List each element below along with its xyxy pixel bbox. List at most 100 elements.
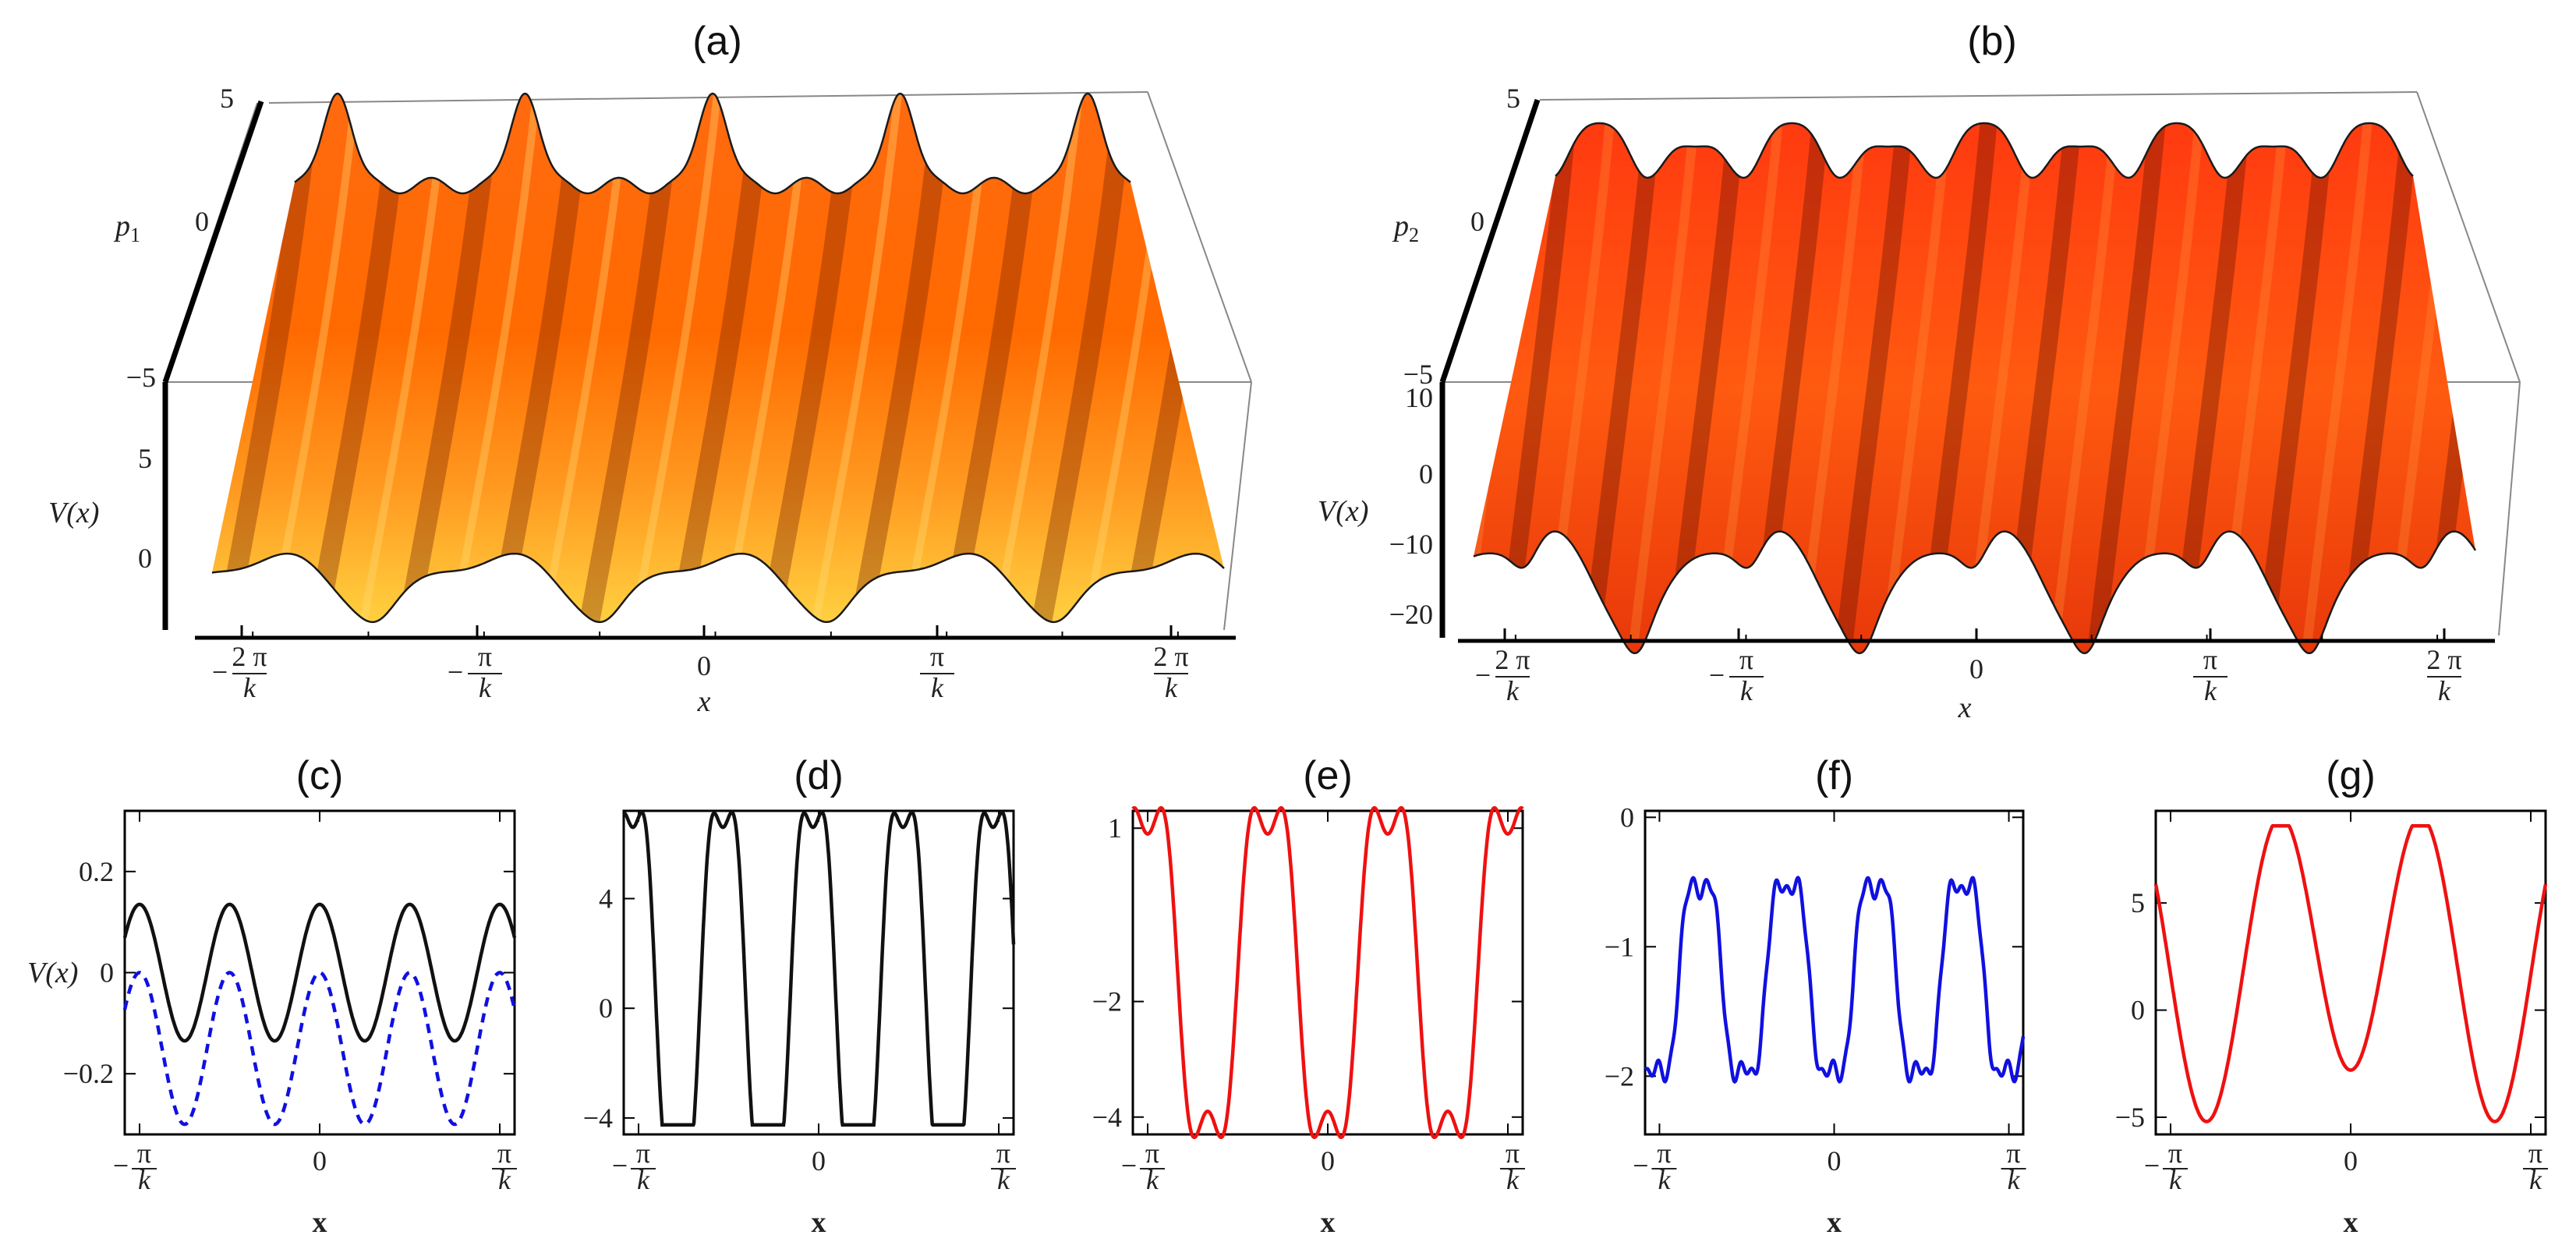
x-tick-label: k — [1165, 672, 1178, 703]
x-tick-label: 0 — [1969, 653, 1983, 685]
surface-shade-stripe — [628, 94, 721, 622]
panel-d: (d)40−4πk− 0 πkx — [583, 753, 1016, 1239]
plot-frame — [622, 809, 1015, 1136]
y-tick-label: −5 — [2115, 1102, 2145, 1133]
x-tick-label: 2 π — [1495, 644, 1530, 675]
x-axis-label: x — [313, 1206, 327, 1239]
panel-e: (e)1−2−4πk− 0 πkx — [1092, 753, 1525, 1239]
x-tick-label: − — [2144, 1150, 2160, 1181]
panel-a-p-label-sub: 1 — [130, 224, 140, 246]
x-axis-label: x — [1827, 1206, 1842, 1239]
x-tick-label: k — [479, 672, 492, 703]
surface-shade-stripe — [667, 94, 773, 622]
x-axis-label: x — [1321, 1206, 1336, 1239]
panel-b-v-tick: 0 — [1419, 458, 1433, 490]
panel-g: (g)50−5πk− 0 πkx — [2115, 753, 2548, 1239]
surface-shade-stripe — [214, 94, 320, 622]
x-tick-label: k — [997, 1164, 1010, 1195]
x-tick-label: 2 π — [1153, 641, 1188, 672]
x-tick-label: k — [931, 672, 944, 703]
panel-a-p-axis — [162, 100, 264, 630]
x-tick-label: k — [2438, 675, 2451, 706]
panel-a-surface — [212, 94, 1224, 622]
x-tick-label: 0 — [1321, 1145, 1335, 1177]
x-tick-label: − — [212, 656, 228, 688]
panel-b-x-axis: 2 πk− πk− 0 πk2 πk — [1458, 628, 2495, 706]
x-tick-label: π — [497, 1138, 511, 1169]
x-tick-label: π — [2168, 1138, 2182, 1169]
panel-a-p-tick: 5 — [220, 83, 234, 114]
surface-shade-stripe — [847, 94, 954, 622]
surface-shade-stripe — [2051, 123, 2122, 640]
x-tick-label: k — [1506, 675, 1520, 706]
panel-label: (c) — [296, 753, 344, 798]
plot-frame — [1131, 809, 1524, 1136]
panel-label: (d) — [794, 753, 844, 798]
y-tick-label: −0.2 — [63, 1058, 114, 1089]
panel-a-p-tick: −5 — [126, 362, 156, 393]
x-tick-label: k — [243, 672, 257, 703]
x-tick-label: k — [2169, 1164, 2182, 1195]
x-tick-label: k — [1146, 1164, 1159, 1195]
x-tick-label: − — [612, 1150, 628, 1181]
x-tick-label: k — [1506, 1164, 1520, 1195]
x-tick-label: k — [2529, 1164, 2542, 1195]
series-line-solid — [1644, 876, 2026, 1085]
panel-b-p-axis — [1439, 98, 1541, 638]
y-tick-label: −2 — [1092, 986, 1122, 1017]
surface-shade-stripe — [2089, 123, 2168, 641]
y-tick-label: 0.2 — [79, 856, 114, 887]
x-tick-label: π — [2203, 644, 2217, 675]
panel-a: (a) 5 0 −5 p1 5 0 V(x) 2 πk− πk− 0 πk2 πk x — [48, 19, 1252, 718]
panel-a-p-label-main: p — [113, 210, 130, 242]
x-tick-label: 2 π — [232, 641, 267, 672]
x-tick-label: − — [1633, 1150, 1648, 1181]
x-tick-label: π — [636, 1138, 650, 1169]
panel-label: (g) — [2326, 753, 2376, 798]
y-tick-label: 0 — [100, 957, 114, 989]
surface-shade-stripe — [1499, 123, 1579, 641]
y-tick-label: −1 — [1605, 931, 1634, 962]
y-tick-label: 0 — [599, 993, 613, 1024]
y-tick-label: 0 — [2131, 995, 2145, 1026]
panel-b-p-tick: −5 — [1403, 359, 1433, 390]
x-tick-label: − — [448, 656, 463, 688]
panel-b-p-label: p2 — [1392, 210, 1419, 246]
x-tick-label: − — [113, 1150, 129, 1181]
panel-a-p-tick: 0 — [195, 206, 209, 237]
panel-a-v-label: V(x) — [48, 497, 99, 529]
y-tick-label: −4 — [583, 1102, 613, 1134]
panel-b-x-label: x — [1958, 692, 1972, 724]
series-line-solid — [623, 810, 1016, 1127]
x-tick-label: − — [1121, 1150, 1137, 1181]
panel-a-x-axis: 2 πk− πk− 0 πk2 πk — [195, 625, 1236, 703]
x-tick-label: k — [637, 1164, 650, 1195]
panel-a-p-label: p1 — [113, 210, 140, 246]
surface-shade-stripe — [1028, 94, 1134, 622]
x-tick-label: π — [1657, 1138, 1671, 1169]
x-tick-label: − — [1475, 660, 1491, 691]
panel-b-bottom-edge — [1473, 530, 2477, 655]
x-tick-label: π — [2528, 1138, 2542, 1169]
x-tick-label: π — [478, 641, 492, 672]
panel-b-p-tick: 0 — [1470, 206, 1484, 237]
x-tick-label: 0 — [1828, 1145, 1842, 1177]
x-tick-label: k — [2204, 675, 2217, 706]
panel-b-p-label-sub: 2 — [1409, 224, 1419, 246]
x-tick-label: π — [1739, 644, 1753, 675]
x-tick-label: π — [930, 641, 944, 672]
y-tick-label: 5 — [2131, 887, 2145, 918]
y-tick-label: 0 — [1620, 801, 1634, 833]
surface-shade-stripe — [809, 94, 902, 622]
series-line-solid — [2153, 823, 2548, 1123]
surface-shade-stripe — [1798, 123, 1870, 640]
panel-a-x-label: x — [697, 685, 711, 718]
surface-shade-stripe — [2341, 123, 2421, 641]
panel-b-v-tick: −10 — [1389, 529, 1433, 560]
x-tick-label: − — [1709, 660, 1725, 691]
plot-frame — [2154, 809, 2547, 1136]
y-axis-label: V(x) — [27, 957, 78, 989]
x-tick-label: 0 — [2344, 1145, 2358, 1177]
x-tick-label: π — [1506, 1138, 1520, 1169]
x-tick-label: k — [2008, 1164, 2021, 1195]
